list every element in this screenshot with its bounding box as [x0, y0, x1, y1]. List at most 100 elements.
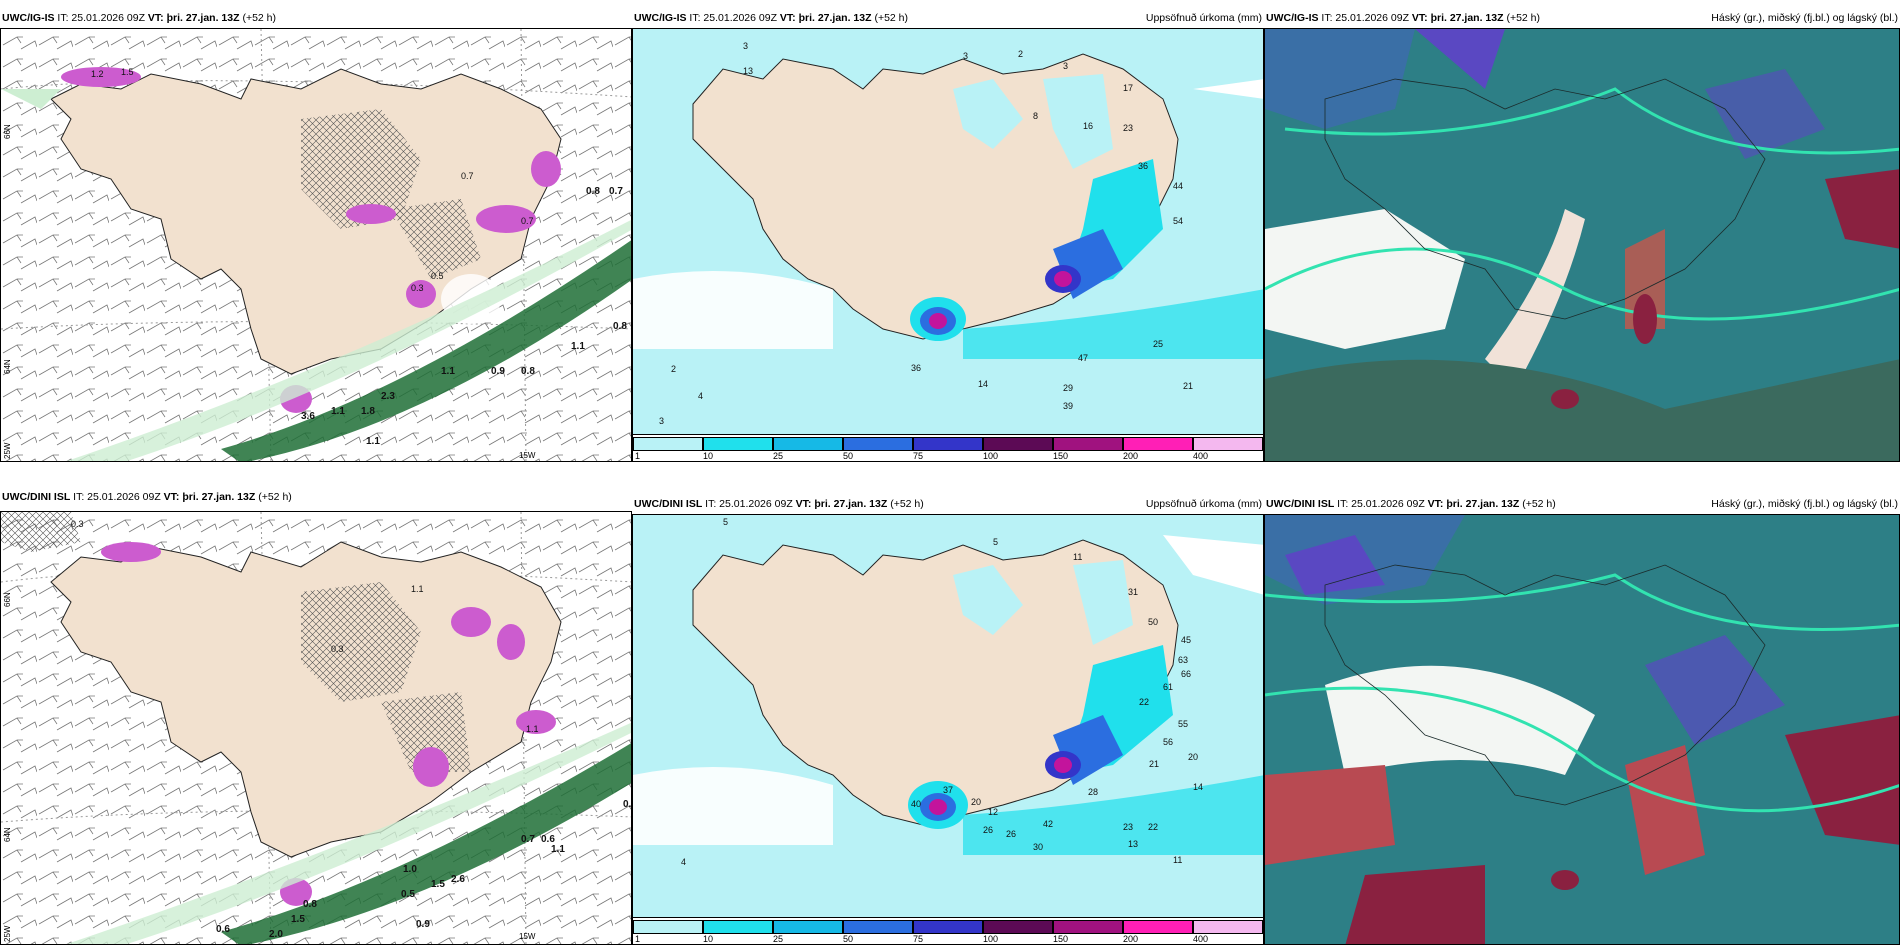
precip-value: 4: [698, 391, 703, 401]
panel-dini-precip-accum: UWC/DINI ISL IT: 25.01.2026 09Z VT: þri.…: [632, 496, 1264, 945]
lon-label-25: 25W: [3, 442, 12, 459]
wind-value: 0.7: [609, 186, 623, 197]
panel-igis-precip-accum: UWC/IG-IS IT: 25.01.2026 09Z VT: þri. 27…: [632, 10, 1264, 462]
panel-subtitle: Uppsöfnuð úrkoma (mm): [1145, 12, 1262, 24]
precip-value: 22: [1148, 822, 1158, 832]
colorbar-label: 1: [635, 934, 641, 944]
wind-value: 1.5: [291, 914, 305, 925]
precip-value: 26: [983, 825, 993, 835]
precip-value: 50: [1148, 617, 1158, 627]
precip-value: 29: [1063, 383, 1073, 393]
map-frame[interactable]: 3 3 2 3 13 17 8 16 23 36 44 54 25 47 21 …: [632, 28, 1264, 462]
colorbar-swatch: [703, 437, 773, 451]
wind-value: 1.2: [91, 69, 104, 79]
colorbar-label: 1: [635, 451, 641, 461]
colorbar-label: 100: [983, 451, 999, 461]
panel-subtitle: Uppsöfnuð úrkoma (mm): [1145, 498, 1262, 510]
colorbar-label: 100: [983, 934, 999, 944]
wind-value: 0.8: [613, 321, 627, 332]
panel-subtitle: Háský (gr.), miðský (fj.bl.) og lágský (…: [1711, 498, 1898, 510]
colorbar-label: 200: [1123, 934, 1139, 944]
colorbar-label: 200: [1123, 451, 1139, 461]
panel-title: UWC/DINI ISL IT: 25.01.2026 09Z VT: þri.…: [1266, 498, 1556, 510]
precip-value: 63: [1178, 655, 1188, 665]
map-frame[interactable]: 5 5 11 31 50 45 63 66 61 22 55 56 21 20 …: [632, 514, 1264, 945]
wind-value: 0.5: [401, 889, 415, 900]
precip-type-map: 0.3 0.9 0.7 0.6 1.0 1.5 2.6 0.5 0.8 0.6 …: [1, 512, 632, 944]
colorbar-swatch: [843, 437, 913, 451]
precip-value: 14: [978, 379, 988, 389]
map-frame[interactable]: [1264, 514, 1900, 945]
wind-value: 0.3: [331, 644, 344, 654]
precip-value: 13: [1128, 839, 1138, 849]
colorbar-label: 400: [1193, 451, 1209, 461]
precip-value: 55: [1178, 719, 1188, 729]
lat-label-66: 66N: [3, 592, 12, 607]
wind-value: 0.9: [416, 919, 430, 930]
wind-value: 0.9: [623, 799, 632, 810]
precip-value: 3: [659, 416, 664, 426]
precip-value: 40: [911, 799, 921, 809]
panel-title: UWC/IG-IS IT: 25.01.2026 09Z VT: þri. 27…: [634, 12, 909, 24]
colorbar-label: 75: [913, 451, 924, 461]
colorbar-swatch: [983, 437, 1053, 451]
map-frame[interactable]: [1264, 28, 1900, 462]
precip-value: 44: [1173, 181, 1183, 191]
precip-colorbar: 1 10 25 50 75 100 150 200 400: [633, 434, 1263, 461]
lat-label-64: 64N: [3, 359, 12, 374]
wind-value: 3.6: [301, 411, 315, 422]
precip-value: 21: [1149, 759, 1159, 769]
precip-value: 54: [1173, 216, 1183, 226]
precip-value: 14: [1193, 782, 1203, 792]
map-frame[interactable]: 0.3 0.9 0.7 0.6 1.0 1.5 2.6 0.5 0.8 0.6 …: [0, 511, 632, 945]
panel-dini-precip-type: UWC/DINI ISL IT: 25.01.2026 09Z VT: þri.…: [0, 490, 632, 945]
precip-value: 36: [1138, 161, 1148, 171]
wind-value: 1.1: [331, 406, 345, 417]
cloud-cover-map: [1265, 29, 1899, 461]
lat-label-66: 66N: [3, 124, 12, 139]
precip-value: 2: [671, 364, 676, 374]
precip-value: 37: [943, 785, 953, 795]
colorbar-label: 75: [913, 934, 924, 944]
precip-value: 26: [1006, 829, 1016, 839]
wind-value: 1.1: [411, 584, 424, 594]
precip-value: 22: [1139, 697, 1149, 707]
colorbar-swatch: [633, 920, 703, 934]
precip-value: 5: [723, 517, 728, 527]
wind-value: 1.1: [551, 844, 565, 855]
panel-dini-cloud-cover: UWC/DINI ISL IT: 25.01.2026 09Z VT: þri.…: [1264, 496, 1900, 945]
precip-value: 3: [1063, 61, 1068, 71]
panel-subtitle: Háský (gr.), miðský (fj.bl.) og lágský (…: [1711, 12, 1898, 24]
wind-value: 2.3: [381, 391, 395, 402]
wind-value: 1.0: [403, 864, 417, 875]
precip-accum-map: 3 3 2 3 13 17 8 16 23 36 44 54 25 47 21 …: [633, 29, 1263, 437]
panel-title: UWC/DINI ISL IT: 25.01.2026 09Z VT: þri.…: [2, 491, 292, 503]
precip-value: 36: [911, 363, 921, 373]
precip-value: 66: [1181, 669, 1191, 679]
precip-value: 3: [743, 41, 748, 51]
precip-value: 17: [1123, 83, 1133, 93]
colorbar-label: 25: [773, 934, 784, 944]
precip-value: 31: [1128, 587, 1138, 597]
precip-value: 23: [1123, 123, 1133, 133]
wind-value: 0.8: [586, 186, 600, 197]
wind-value: 2.6: [451, 874, 465, 885]
colorbar-swatch: [633, 437, 703, 451]
map-frame[interactable]: 3.6 1.8 2.3 1.1 0.9 0.8 0.8 0.7 0.8 1.1 …: [0, 28, 632, 462]
precip-value: 13: [743, 66, 753, 76]
colorbar-swatch: [773, 437, 843, 451]
precip-value: 42: [1043, 819, 1053, 829]
precip-value: 16: [1083, 121, 1093, 131]
precip-value: 11: [1073, 552, 1082, 562]
wind-value: 0.3: [411, 283, 424, 293]
precip-value: 5: [993, 537, 998, 547]
precip-value: 28: [1088, 787, 1098, 797]
colorbar-swatch: [1123, 920, 1193, 934]
colorbar-label: 25: [773, 451, 784, 461]
precip-value: 21: [1183, 381, 1193, 391]
lon-label-15: 15W: [519, 451, 536, 460]
wind-value: 0.8: [521, 366, 535, 377]
colorbar-swatch: [773, 920, 843, 934]
wind-value: 0.6: [216, 924, 230, 935]
colorbar-swatch: [1193, 920, 1263, 934]
